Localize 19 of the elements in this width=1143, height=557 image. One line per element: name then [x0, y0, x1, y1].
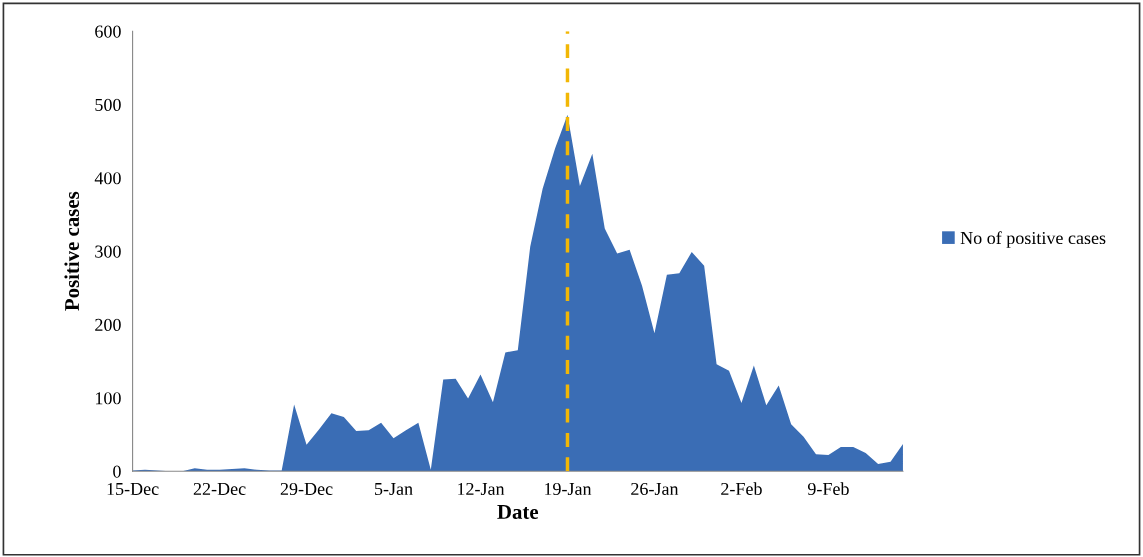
x-tick-label: 26-Jan — [631, 482, 679, 496]
y-tick-label: 400 — [94, 172, 121, 185]
legend-label: No of positive cases — [960, 231, 1106, 248]
y-tick-label: 200 — [95, 318, 121, 331]
y-tick-label: 500 — [95, 98, 121, 111]
x-tick-label: 22-Dec — [193, 482, 246, 496]
x-tick-label: 2-Feb — [721, 482, 762, 496]
y-tick-label: 0 — [113, 465, 121, 478]
x-tick-label: 15-Dec — [107, 482, 159, 496]
y-tick-label: 100 — [95, 392, 121, 405]
x-tick-label: 9-Feb — [807, 482, 849, 496]
x-tick-label: 29-Dec — [280, 482, 333, 496]
x-tick-label: 12-Jan — [458, 482, 505, 496]
x-tick-label: 19-Jan — [545, 482, 592, 496]
y-tick-label: 300 — [95, 245, 121, 258]
y-axis-title: Positive cases — [64, 191, 80, 311]
x-tick-label: 5-Jan — [375, 483, 413, 496]
y-tick-label: 600 — [95, 25, 121, 38]
x-axis-title: Date — [497, 505, 539, 519]
